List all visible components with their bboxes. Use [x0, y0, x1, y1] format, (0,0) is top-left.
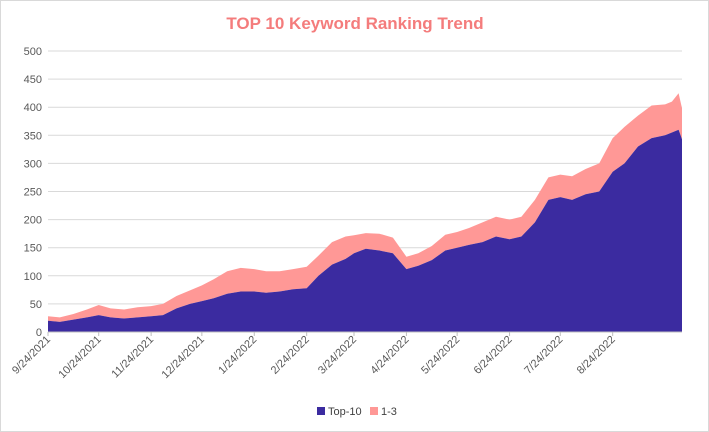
x-tick-label: 6/24/2022 — [472, 334, 515, 377]
legend: Top-10 1-3 — [317, 406, 397, 418]
x-tick-label: 10/24/2021 — [56, 334, 103, 381]
x-tick-label: 3/24/2022 — [316, 334, 359, 377]
y-tick-label: 150 — [24, 243, 42, 255]
y-tick-label: 50 — [30, 299, 42, 311]
area-top10 — [48, 129, 682, 332]
x-tick-label: 5/24/2022 — [419, 334, 462, 377]
legend-swatch-1-3 — [370, 407, 378, 415]
y-tick-label: 0 — [36, 327, 42, 339]
x-axis-ticks: 9/24/2021 10/24/2021 11/24/2021 12/24/2021 1… — [10, 332, 618, 381]
y-tick-label: 400 — [24, 102, 42, 114]
x-tick-label: 9/24/2021 — [10, 334, 53, 377]
x-tick-label: 2/24/2022 — [269, 334, 312, 377]
legend-swatch-top10 — [317, 407, 325, 415]
x-tick-label: 11/24/2021 — [109, 334, 156, 381]
gridlines — [48, 50, 682, 305]
x-tick-label: 4/24/2022 — [368, 334, 411, 377]
area-series — [48, 93, 682, 332]
x-tick-label: 7/24/2022 — [522, 334, 565, 377]
y-tick-label: 250 — [24, 187, 42, 199]
y-tick-label: 100 — [24, 271, 42, 283]
x-tick-label: 1/24/2022 — [216, 334, 259, 377]
y-axis-ticks: 0 50 100 150 200 250 300 350 400 450 500 — [24, 46, 42, 339]
y-tick-label: 500 — [24, 46, 42, 58]
legend-label-top10: Top-10 — [328, 406, 362, 418]
legend-label-1-3: 1-3 — [381, 406, 397, 418]
chart-title: TOP 10 Keyword Ranking Trend — [226, 14, 483, 33]
y-tick-label: 200 — [24, 215, 42, 227]
x-tick-label: 8/24/2022 — [575, 334, 618, 377]
x-tick-label: 12/24/2021 — [160, 334, 207, 381]
y-tick-label: 350 — [24, 130, 42, 142]
y-tick-label: 450 — [24, 74, 42, 86]
y-tick-label: 300 — [24, 158, 42, 170]
